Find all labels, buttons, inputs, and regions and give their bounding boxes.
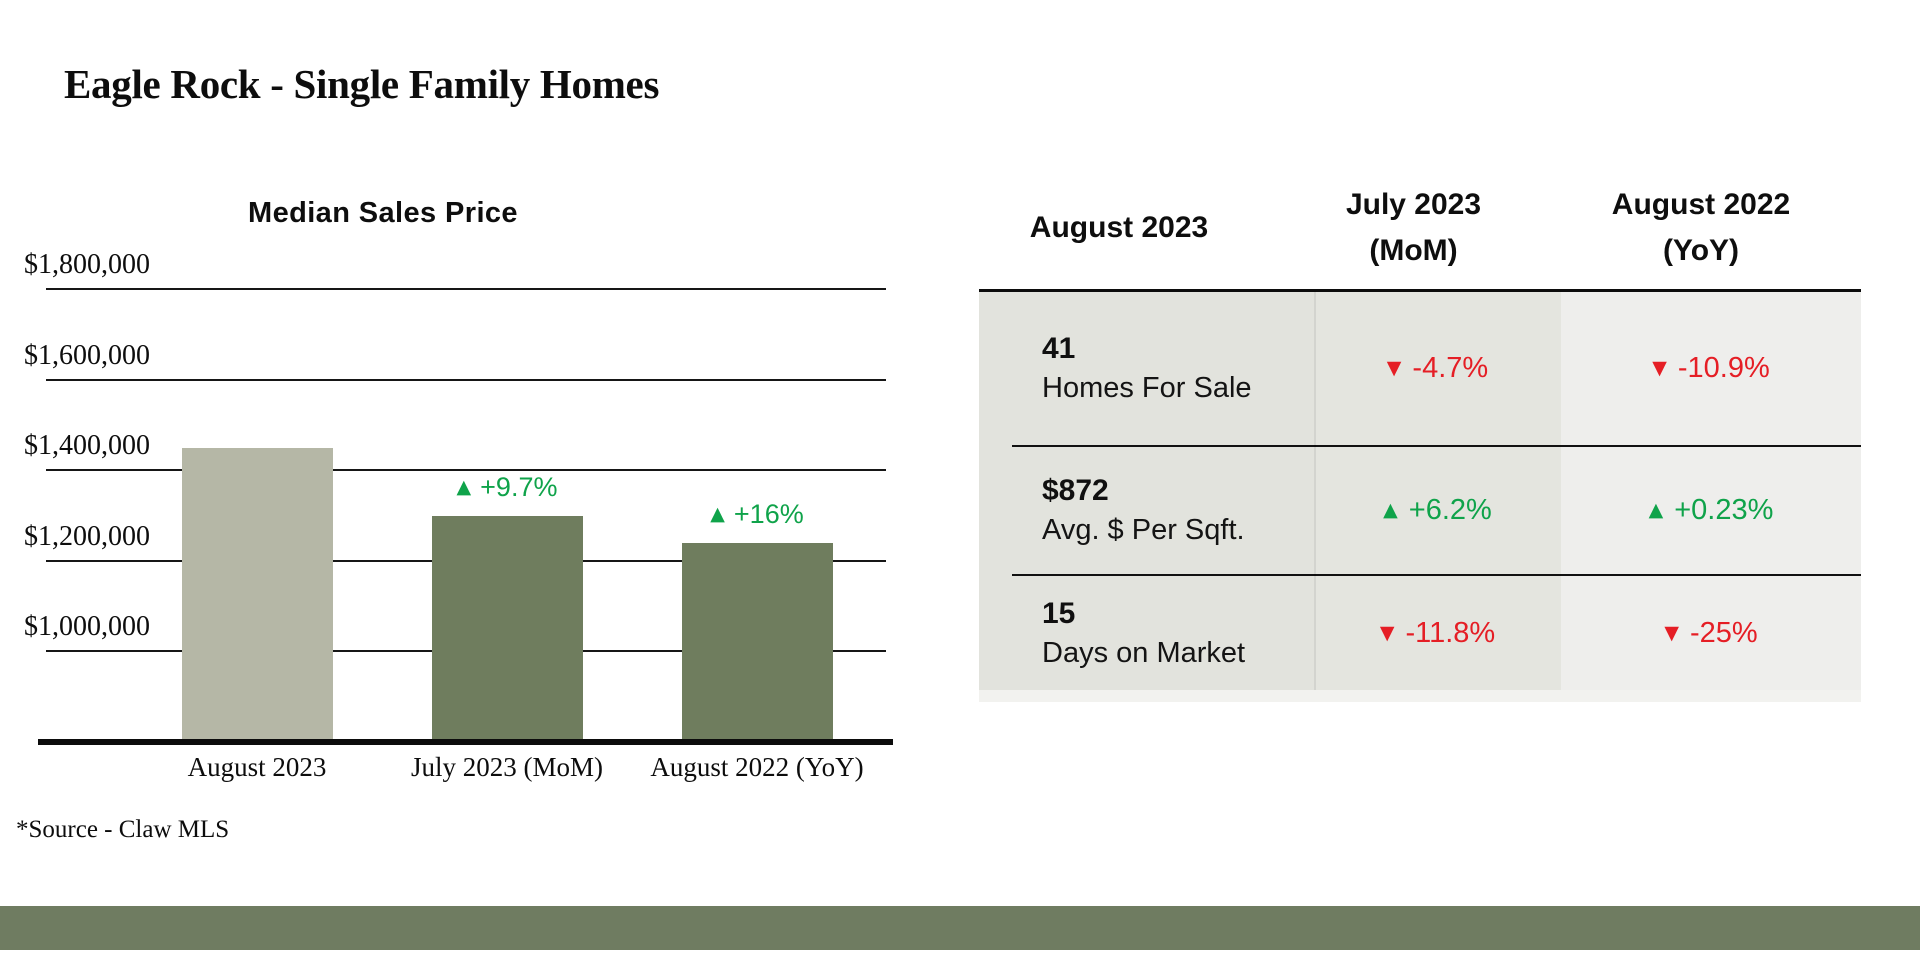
mom-change: ▼ -4.7% [1314,292,1561,445]
metric-cell: 15 Days on Market [1042,576,1307,690]
table-row: 15 Days on Market ▼ -11.8% ▼ -25% [0,576,1920,690]
footer-bar [0,906,1920,950]
up-triangle-icon: ▲ [456,476,472,498]
metric-value: $872 [1042,474,1109,507]
up-triangle-icon: ▲ [1383,499,1398,521]
change-percent: -4.7% [1412,352,1489,384]
metric-cell: 41 Homes For Sale [1042,292,1307,445]
x-tick-label: July 2023 (MoM) [410,752,603,782]
table-row: $872 Avg. $ Per Sqft. ▲ +6.2% ▲ +0.23% [0,447,1920,574]
down-triangle-icon: ▼ [1652,357,1667,379]
bar-august-2023 [181,447,333,742]
table-header-july-2023-mom: July 2023 (MoM) [1345,188,1482,267]
table-column-bg-mom [1314,292,1561,690]
metric-label: Days on Market [1042,636,1246,669]
y-tick-label: $1,800,000 [24,249,150,280]
change-percent: -25% [1689,616,1758,649]
y-tick-label: $1,000,000 [24,611,150,643]
up-triangle-icon: ▲ [710,503,725,526]
table-bottom-shade [979,690,1861,702]
x-tick-label: August 2023 [187,752,327,782]
change-percent: +6.2% [1408,494,1492,526]
down-triangle-icon: ▼ [1379,621,1395,644]
y-tick-label: $1,200,000 [24,520,150,552]
source-note: *Source - Claw MLS [16,816,230,843]
down-triangle-icon: ▼ [1386,357,1402,379]
y-tick-label: $1,400,000 [24,430,150,462]
y-tick-label: $1,600,000 [24,339,150,371]
y-gridline [46,469,886,472]
table-header-august-2023: August 2023 [1029,211,1209,244]
metric-value: 41 [1042,332,1076,365]
metric-label: Homes For Sale [1042,372,1252,404]
bar-change-annotation: ▲ +9.7% [387,472,627,504]
x-tick-label: August 2022 (YoY) [650,752,864,782]
up-triangle-icon: ▲ [1648,499,1664,521]
page-title: Eagle Rock - Single Family Homes [64,61,660,107]
chart-title: Median Sales Price [248,197,518,229]
yoy-change: ▲ +0.23% [1561,447,1861,574]
y-gridline [46,378,886,381]
bar-august-2022-yoy [681,542,833,742]
down-triangle-icon: ▼ [1664,621,1679,644]
table-row: 41 Homes For Sale ▼ -4.7% ▼ -10.9% [0,292,1920,445]
change-percent: -11.8% [1405,616,1496,649]
table-column-bg-labels [979,292,1314,690]
metric-label: Avg. $ Per Sqft. [1042,514,1245,546]
metric-cell: $872 Avg. $ Per Sqft. [1042,447,1307,574]
bar-change-annotation: ▲ +16% [637,499,877,531]
annotation-percent: +9.7% [480,472,558,502]
table-row-separator [1012,445,1861,447]
yoy-change: ▼ -25% [1561,576,1861,690]
table-header-august-2022-yoy: August 2022 (YoY) [1611,188,1791,267]
x-axis-baseline [38,739,893,745]
bar-july-2023-mom [431,515,583,742]
table-column-bg-yoy [1561,292,1861,690]
table-row-separator [1012,574,1861,576]
mom-change: ▲ +6.2% [1314,447,1561,574]
table-top-border [979,289,1861,292]
annotation-percent: +16% [733,499,804,530]
metric-value: 15 [1042,596,1076,630]
table-column-divider [1314,292,1316,690]
y-gridline [46,288,886,290]
mom-change: ▼ -11.8% [1314,576,1561,690]
change-percent: +0.23% [1674,494,1774,526]
change-percent: -10.9% [1677,352,1770,384]
yoy-change: ▼ -10.9% [1561,292,1861,445]
